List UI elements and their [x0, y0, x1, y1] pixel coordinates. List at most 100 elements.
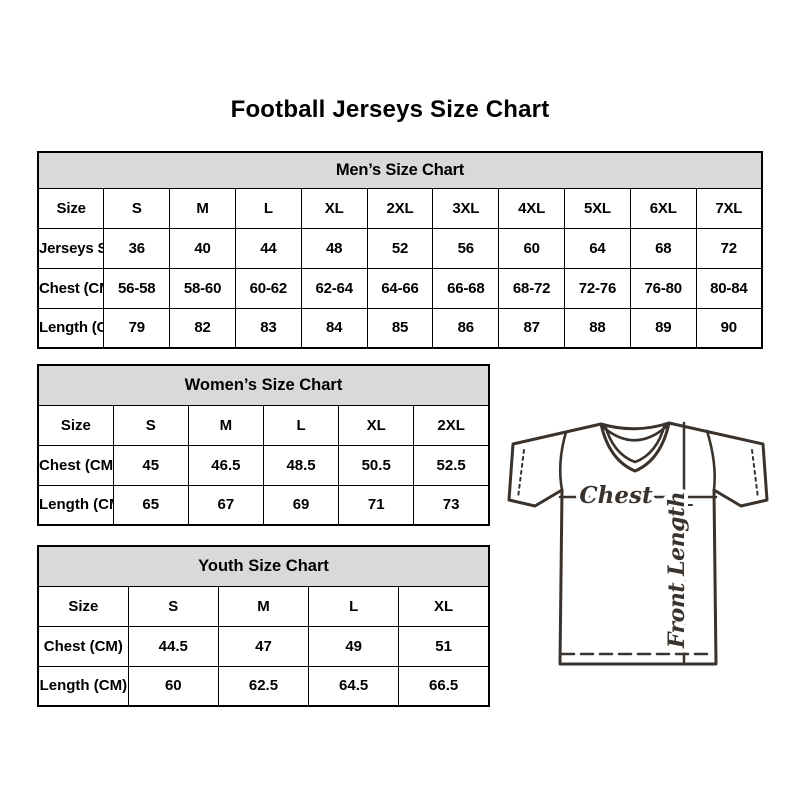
value-cell: 64-66 — [366, 267, 434, 309]
row-label-cell: Size — [37, 404, 114, 446]
value-cell: 49 — [308, 625, 400, 667]
value-cell: 2XL — [366, 187, 434, 229]
value-cell: 64.5 — [308, 665, 400, 707]
mens-table: Men’s Size Chart Size S M L XL 2XL 3XL 4XL 5XL 6X… — [37, 151, 763, 349]
value-cell: 48.5 — [262, 444, 340, 486]
value-cell: 56 — [432, 227, 500, 269]
table-row: Chest (CM) 44.5 47 49 51 — [37, 625, 490, 667]
jersey-measurement-diagram: Chest Front Length — [505, 408, 775, 700]
value-cell: 3XL — [432, 187, 500, 229]
value-cell: 6XL — [629, 187, 697, 229]
value-cell: 71 — [338, 484, 415, 526]
value-cell: 51 — [398, 625, 490, 667]
table-title-row: Men’s Size Chart — [37, 151, 763, 189]
value-cell: S — [127, 585, 219, 627]
table-row: Length (CM) 60 62.5 64.5 66.5 — [37, 665, 490, 707]
womens-table-title: Women’s Size Chart — [37, 364, 490, 406]
value-cell: 73 — [413, 484, 490, 526]
jersey-diagram-svg: Chest Front Length — [507, 421, 769, 666]
value-cell: 5XL — [564, 187, 631, 229]
youth-table-title: Youth Size Chart — [37, 545, 490, 587]
value-cell: 40 — [169, 227, 236, 269]
row-label-cell: Length (CM) — [37, 307, 105, 349]
value-cell: XL — [398, 585, 490, 627]
jersey-outline — [507, 421, 769, 666]
value-cell: L — [262, 404, 340, 446]
value-cell: 56-58 — [103, 267, 171, 309]
value-cell: 52 — [366, 227, 434, 269]
row-label-cell: Size — [37, 585, 129, 627]
value-cell: 89 — [629, 307, 697, 349]
youth-size-chart-table: Youth Size Chart Size S M L XL Chest (CM) 44.5… — [37, 545, 490, 707]
table-row: Chest (CM)56-5858-6060-6262-6464-6666-68… — [37, 267, 763, 309]
womens-table-body: Size S M L XL 2XL Chest (CM) 45 46.5 48.5 50.5 52.5… — [37, 404, 490, 526]
table-row: Size S M L XL — [37, 585, 490, 627]
value-cell: XL — [300, 187, 368, 229]
value-cell: 60 — [127, 665, 219, 707]
table-title-row: Women’s Size Chart — [37, 364, 490, 406]
value-cell: 68-72 — [498, 267, 565, 309]
table-row: Chest (CM) 45 46.5 48.5 50.5 52.5 — [37, 444, 490, 486]
front-length-label: Front Length — [664, 492, 690, 649]
value-cell: 87 — [498, 307, 565, 349]
value-cell: 67 — [187, 484, 264, 526]
value-cell: L — [308, 585, 400, 627]
value-cell: 84 — [300, 307, 368, 349]
table-row: Jerseys Size36404448525660646872 — [37, 227, 763, 269]
value-cell: 80-84 — [695, 267, 763, 309]
youth-table-body: Size S M L XL Chest (CM) 44.5 47 49 51 Length (CM)… — [37, 585, 490, 707]
value-cell: S — [103, 187, 171, 229]
value-cell: 82 — [169, 307, 236, 349]
value-cell: M — [169, 187, 236, 229]
youth-table: Youth Size Chart Size S M L XL Chest (CM) 44.5… — [37, 545, 490, 707]
value-cell: L — [234, 187, 302, 229]
value-cell: 76-80 — [629, 267, 697, 309]
table-title-row: Youth Size Chart — [37, 545, 490, 587]
cuff-dotted-line-left — [517, 449, 525, 499]
value-cell: 79 — [103, 307, 171, 349]
mens-size-chart-table: Men’s Size Chart Size S M L XL 2XL 3XL 4XL 5XL 6X… — [37, 151, 763, 349]
value-cell: 7XL — [695, 187, 763, 229]
mens-table-title: Men’s Size Chart — [37, 151, 763, 189]
row-label-cell: Chest (CM) — [37, 444, 114, 486]
value-cell: S — [112, 404, 189, 446]
value-cell: 44 — [234, 227, 302, 269]
value-cell: 44.5 — [127, 625, 219, 667]
value-cell: M — [217, 585, 310, 627]
value-cell: 90 — [695, 307, 763, 349]
value-cell: 62.5 — [217, 665, 310, 707]
value-cell: XL — [338, 404, 415, 446]
value-cell: 2XL — [413, 404, 490, 446]
womens-table-header: Women’s Size Chart — [37, 364, 490, 406]
page-title: Football Jerseys Size Chart — [230, 96, 550, 123]
row-label-cell: Jerseys Size — [37, 227, 105, 269]
value-cell: 85 — [366, 307, 434, 349]
table-row: Size S M L XL 2XL — [37, 404, 490, 446]
value-cell: 45 — [112, 444, 189, 486]
armhole-seam-left — [558, 430, 568, 492]
womens-table: Women’s Size Chart Size S M L XL 2XL Chest (CM… — [37, 364, 490, 526]
value-cell: 46.5 — [187, 444, 264, 486]
value-cell: 52.5 — [413, 444, 490, 486]
value-cell: 83 — [234, 307, 302, 349]
value-cell: 62-64 — [300, 267, 368, 309]
collar-v-outer — [599, 421, 671, 473]
value-cell: 60-62 — [234, 267, 302, 309]
value-cell: 72-76 — [564, 267, 631, 309]
youth-table-header: Youth Size Chart — [37, 545, 490, 587]
womens-size-chart-table: Women’s Size Chart Size S M L XL 2XL Chest (CM… — [37, 364, 490, 526]
value-cell: 68 — [629, 227, 697, 269]
value-cell: M — [187, 404, 264, 446]
value-cell: 88 — [564, 307, 631, 349]
row-label-cell: Length (CM) — [37, 484, 114, 526]
row-label-cell: Length (CM) — [37, 665, 129, 707]
cuff-dotted-line-right — [751, 449, 759, 499]
armhole-seam-right — [705, 429, 716, 492]
row-label-cell: Chest (CM) — [37, 267, 105, 309]
row-label-cell: Size — [37, 187, 105, 229]
chest-label: Chest — [579, 482, 653, 509]
value-cell: 4XL — [498, 187, 565, 229]
